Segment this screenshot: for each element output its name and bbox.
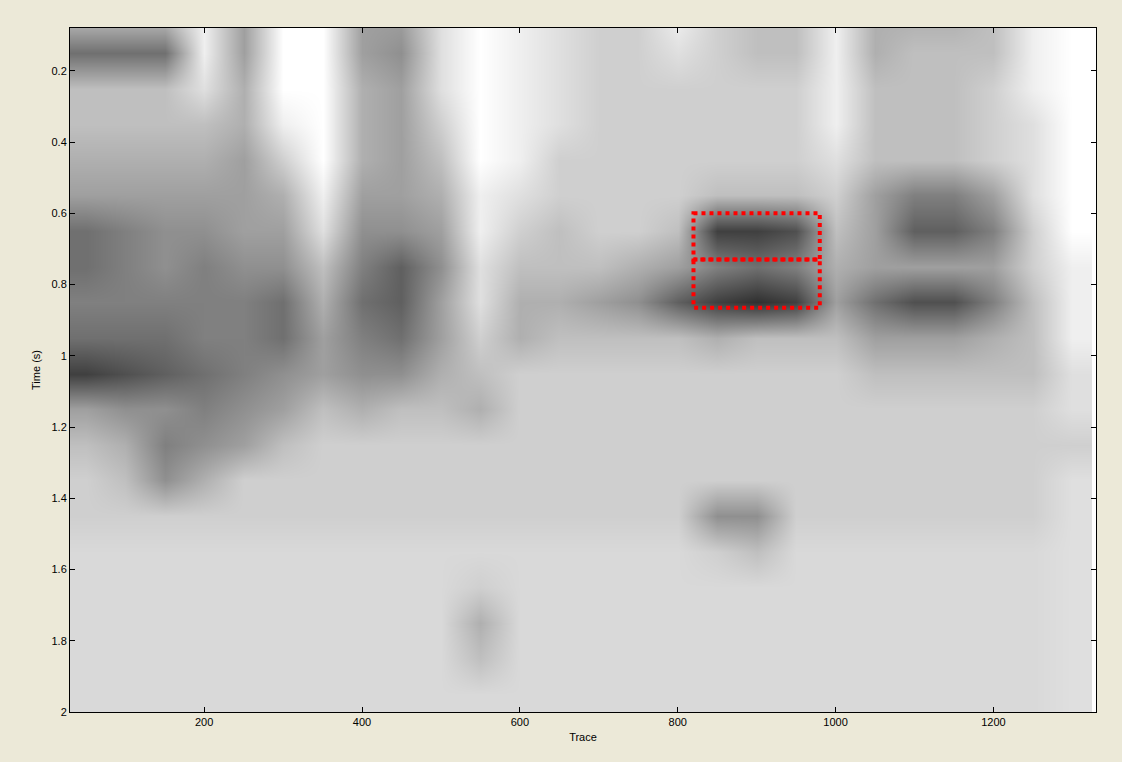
svg-text:600: 600 xyxy=(511,716,529,728)
svg-text:1.8: 1.8 xyxy=(52,635,67,647)
svg-text:200: 200 xyxy=(195,716,213,728)
svg-text:0.4: 0.4 xyxy=(52,136,67,148)
svg-text:1.6: 1.6 xyxy=(52,563,67,575)
svg-text:800: 800 xyxy=(669,716,687,728)
svg-text:Trace: Trace xyxy=(569,731,597,743)
svg-text:2: 2 xyxy=(61,706,67,718)
svg-text:0.6: 0.6 xyxy=(52,207,67,219)
svg-text:Time (s): Time (s) xyxy=(30,350,42,390)
svg-text:0.8: 0.8 xyxy=(52,278,67,290)
svg-text:1200: 1200 xyxy=(981,716,1005,728)
svg-text:1.2: 1.2 xyxy=(52,421,67,433)
svg-text:400: 400 xyxy=(353,716,371,728)
svg-text:0.2: 0.2 xyxy=(52,65,67,77)
svg-text:1000: 1000 xyxy=(823,716,847,728)
svg-text:1: 1 xyxy=(61,350,67,362)
svg-text:1.4: 1.4 xyxy=(52,492,67,504)
